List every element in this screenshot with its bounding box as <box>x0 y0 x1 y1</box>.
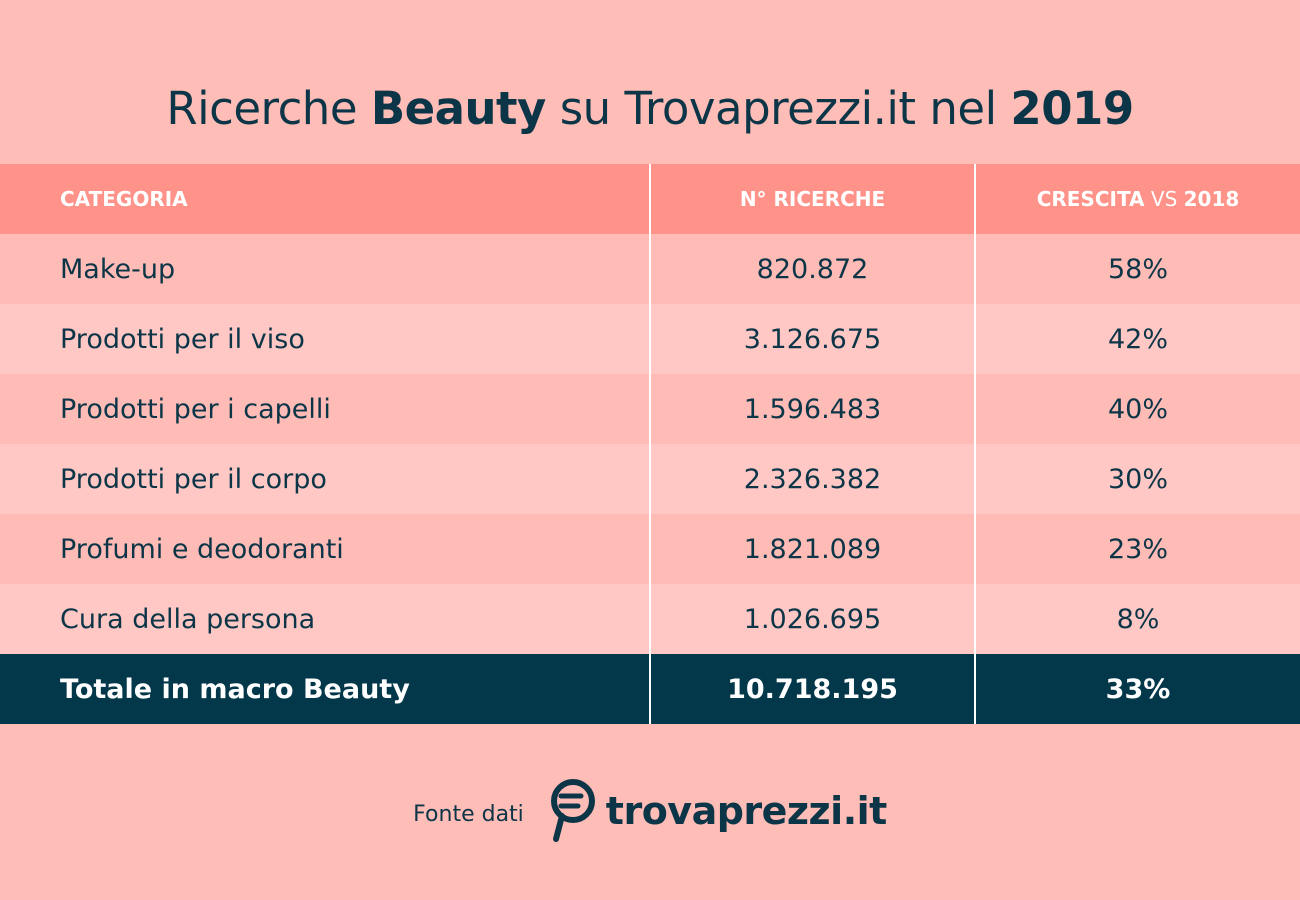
cell-searches: 1.821.089 <box>649 514 975 584</box>
cell-searches: 820.872 <box>649 234 975 304</box>
magnifier-euro-icon <box>550 779 595 842</box>
cell-searches: 1.596.483 <box>649 374 975 444</box>
total-searches: 10.718.195 <box>649 654 975 724</box>
cell-searches: 1.026.695 <box>649 584 975 654</box>
source-label: Fonte dati <box>413 801 524 827</box>
column-header-growth-year: 2018 <box>1183 187 1240 211</box>
cell-category: Prodotti per i capelli <box>60 393 331 425</box>
title-part-2: su Trovaprezzi.it nel <box>545 82 1011 136</box>
table-row: Prodotti per il viso 3.126.675 42% <box>0 304 1300 374</box>
cell-category: Cura della persona <box>60 603 316 635</box>
trovaprezzi-logo-text: trovaprezzi.it <box>605 789 888 833</box>
total-growth: 33% <box>974 654 1300 724</box>
total-row: Totale in macro Beauty 10.718.195 33% <box>0 654 1300 724</box>
cell-category: Prodotti per il corpo <box>60 463 327 495</box>
table-row: Cura della persona 1.026.695 8% <box>0 584 1300 654</box>
cell-growth: 40% <box>974 374 1300 444</box>
cell-searches: 2.326.382 <box>649 444 975 514</box>
cell-category: Profumi e deodoranti <box>60 533 344 565</box>
total-category: Totale in macro Beauty <box>60 673 410 705</box>
title-bold-year: 2019 <box>1010 82 1134 136</box>
column-header-growth: CRESCITA VS 2018 <box>974 164 1300 234</box>
column-header-category: CATEGORIA <box>60 187 188 211</box>
table-body: Make-up 820.872 58% Prodotti per il viso 3.1… <box>0 234 1300 654</box>
title-bold-beauty: Beauty <box>370 82 547 136</box>
table-row: Make-up 820.872 58% <box>0 234 1300 304</box>
cell-growth: 58% <box>974 234 1300 304</box>
title-part-1: Ricerche <box>166 82 371 136</box>
cell-growth: 42% <box>974 304 1300 374</box>
page-title: Ricerche Beauty su Trovaprezzi.it nel 20… <box>0 82 1300 135</box>
cell-category: Prodotti per il viso <box>60 323 305 355</box>
column-header-growth-label: CRESCITA <box>1036 187 1145 211</box>
beauty-searches-table: CATEGORIA N° RICERCHE CRESCITA VS 2018 M… <box>0 164 1300 724</box>
column-header-searches: N° RICERCHE <box>649 164 975 234</box>
table-header-row: CATEGORIA N° RICERCHE CRESCITA VS 2018 <box>0 164 1300 234</box>
cell-growth: 30% <box>974 444 1300 514</box>
table-row: Profumi e deodoranti 1.821.089 23% <box>0 514 1300 584</box>
cell-growth: 23% <box>974 514 1300 584</box>
cell-category: Make-up <box>60 253 176 285</box>
cell-growth: 8% <box>974 584 1300 654</box>
table-row: Prodotti per i capelli 1.596.483 40% <box>0 374 1300 444</box>
table-row: Prodotti per il corpo 2.326.382 30% <box>0 444 1300 514</box>
cell-searches: 3.126.675 <box>649 304 975 374</box>
source-footer: Fonte dati trovaprezzi.it <box>0 776 1300 846</box>
column-header-growth-vs: VS <box>1144 187 1184 211</box>
